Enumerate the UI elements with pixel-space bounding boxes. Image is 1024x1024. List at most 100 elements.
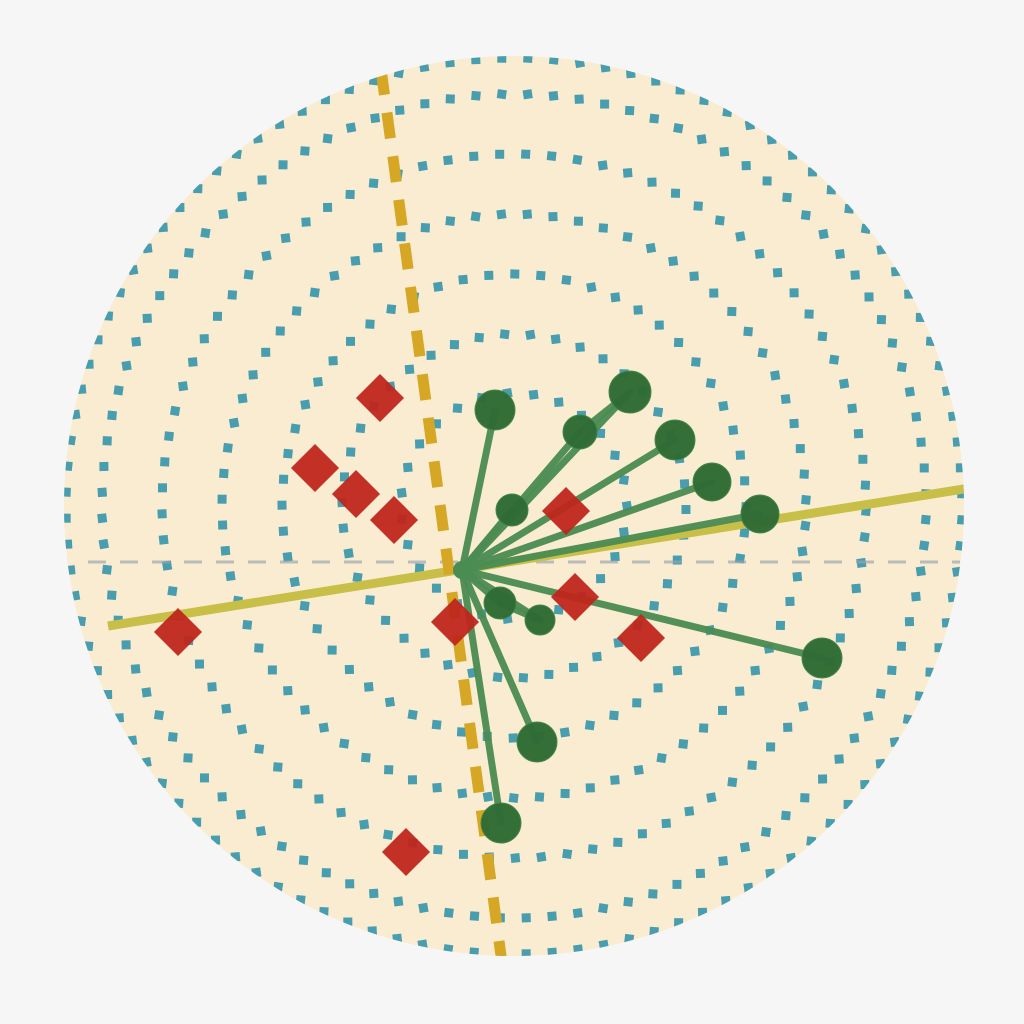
- circle-marker[interactable]: [474, 389, 516, 431]
- grid-dot: [64, 539, 73, 549]
- grid-dot: [508, 733, 518, 743]
- diamond-marker[interactable]: [290, 443, 340, 493]
- grid-dot: [918, 540, 930, 551]
- grid-dot: [187, 357, 198, 367]
- diamond-marker[interactable]: [369, 495, 419, 545]
- grid-dot: [720, 895, 731, 906]
- grid-dot: [273, 762, 283, 772]
- grid-dot: [167, 732, 178, 742]
- grid-dot: [218, 209, 229, 220]
- grid-dot: [252, 133, 263, 144]
- grid-dot: [789, 418, 799, 429]
- diamond-marker[interactable]: [381, 827, 431, 877]
- grid-dot: [328, 356, 338, 366]
- grid-dot: [785, 596, 795, 607]
- diamond-marker[interactable]: [616, 613, 666, 663]
- grid-dot: [469, 947, 479, 956]
- grid-dot: [417, 939, 428, 950]
- grid-dot: [698, 723, 709, 733]
- grid-dot: [219, 468, 229, 479]
- circle-marker[interactable]: [495, 493, 529, 527]
- grid-dot: [739, 842, 751, 853]
- grid-dot: [452, 403, 463, 413]
- diamond-marker[interactable]: [550, 572, 600, 622]
- hub-node[interactable]: [453, 561, 471, 579]
- grid-dot: [740, 476, 750, 486]
- grid-dot: [925, 336, 936, 347]
- circle-marker[interactable]: [692, 462, 732, 502]
- grid-dot: [691, 357, 701, 367]
- circle-marker[interactable]: [740, 494, 780, 534]
- grid-dot: [675, 85, 685, 95]
- grid-dot: [718, 400, 729, 412]
- grid-dot: [127, 735, 138, 746]
- grid-dot: [83, 641, 94, 651]
- grid-dot: [600, 62, 611, 73]
- grid-dot: [546, 151, 557, 161]
- grid-dot: [875, 688, 886, 699]
- grid-dot: [272, 881, 284, 892]
- grid-dot: [314, 794, 324, 804]
- grid-dot: [199, 773, 209, 783]
- circle-marker[interactable]: [801, 637, 843, 679]
- grid-dot: [350, 255, 361, 266]
- diamond-marker[interactable]: [331, 469, 381, 519]
- grid-dot: [227, 290, 238, 300]
- grid-dot: [297, 106, 307, 116]
- grid-dot: [947, 411, 958, 422]
- grid-dot: [624, 105, 635, 116]
- diamond-marker[interactable]: [355, 373, 405, 423]
- grid-dot: [458, 849, 468, 859]
- hub-connector: [458, 406, 499, 574]
- diamond-marker[interactable]: [430, 597, 480, 647]
- circle-marker[interactable]: [562, 414, 598, 450]
- grid-dot: [261, 250, 272, 261]
- green-circle-series[interactable]: [474, 370, 843, 844]
- diamond-marker[interactable]: [153, 607, 203, 657]
- grid-dot: [915, 312, 925, 323]
- grid-dot: [783, 722, 793, 732]
- grid-dot: [804, 309, 814, 319]
- grid-dot: [697, 907, 708, 918]
- grid-dot: [610, 775, 620, 785]
- grid-dot: [443, 944, 454, 955]
- grid-dot: [254, 643, 264, 653]
- diamond-marker[interactable]: [541, 486, 591, 536]
- grid-dot: [457, 788, 468, 799]
- grid-dot: [121, 360, 132, 371]
- circle-marker[interactable]: [524, 604, 556, 636]
- grid-dot: [610, 292, 621, 303]
- circle-marker[interactable]: [608, 370, 652, 414]
- grid-dot: [847, 403, 858, 414]
- grid-dot: [925, 667, 935, 677]
- grid-dot: [633, 764, 644, 776]
- grid-dot: [765, 868, 776, 879]
- grid-dot: [384, 696, 395, 708]
- grid-dot: [647, 177, 657, 187]
- grid-dot: [595, 574, 606, 584]
- circle-marker[interactable]: [654, 419, 696, 461]
- grid-dot: [107, 410, 117, 421]
- grid-dot: [312, 623, 322, 634]
- grid-dot: [800, 210, 811, 221]
- grid-dot: [609, 710, 619, 721]
- circle-marker[interactable]: [516, 721, 558, 763]
- grid-dot: [295, 894, 306, 905]
- grid-dot: [896, 362, 907, 373]
- grid-dot: [278, 474, 289, 484]
- grid-dot: [360, 752, 371, 763]
- grid-dot: [941, 385, 953, 397]
- grid-dot: [792, 571, 803, 582]
- grid-dot: [300, 704, 310, 715]
- circle-marker[interactable]: [480, 802, 522, 844]
- circle-marker[interactable]: [483, 586, 517, 620]
- hub-connector: [458, 510, 764, 574]
- grid-dot: [329, 270, 340, 281]
- grid-dot: [157, 509, 167, 519]
- red-diamond-series[interactable]: [153, 373, 666, 877]
- grid-dot: [800, 793, 810, 803]
- grid-dot: [904, 616, 915, 627]
- grid-dot: [211, 165, 222, 176]
- grid-dot: [595, 428, 606, 439]
- grid-dot: [668, 256, 679, 267]
